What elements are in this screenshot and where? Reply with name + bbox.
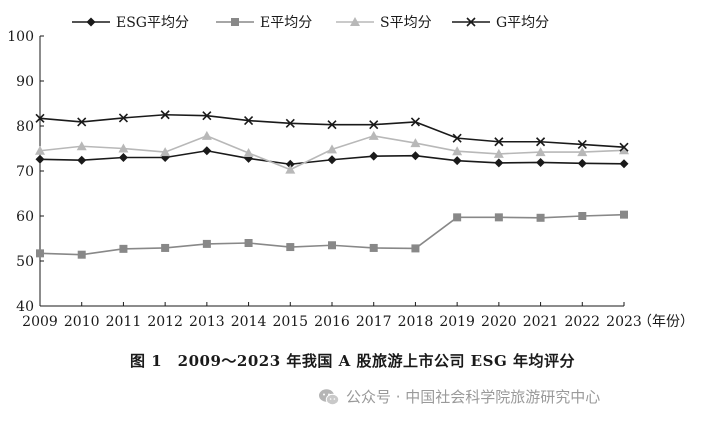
- data-point-0: [327, 155, 337, 165]
- data-point-0: [452, 156, 462, 166]
- legend-marker: [350, 17, 360, 26]
- data-point-0: [118, 153, 128, 162]
- data-point-0: [536, 157, 546, 167]
- x-tick-label: 2009: [22, 314, 58, 330]
- data-point-3: [35, 113, 45, 123]
- y-tick-label: 80: [16, 119, 34, 135]
- data-point-0: [577, 158, 587, 168]
- data-point-2: [368, 130, 379, 140]
- data-point-1: [411, 244, 420, 253]
- y-tick-label: 90: [16, 74, 34, 90]
- data-point-1: [620, 210, 628, 219]
- data-point-0: [35, 154, 45, 164]
- x-tick-label: 2011: [106, 314, 142, 330]
- data-point-3: [452, 133, 462, 143]
- data-point-3: [577, 139, 587, 150]
- data-point-3: [77, 117, 87, 127]
- data-point-0: [369, 151, 379, 161]
- data-point-1: [161, 243, 170, 252]
- data-point-0: [410, 151, 420, 161]
- data-point-3: [118, 113, 128, 123]
- data-point-2: [160, 147, 171, 157]
- data-point-3: [285, 118, 295, 128]
- data-point-3: [202, 111, 212, 121]
- legend-label: ESG平均分: [116, 15, 189, 31]
- x-tick-label: 2017: [356, 314, 392, 330]
- data-point-2: [118, 143, 129, 153]
- x-tick-label: 2021: [523, 314, 559, 330]
- data-point-3: [494, 137, 504, 147]
- data-point-2: [35, 145, 45, 155]
- x-tick-label: 2020: [481, 314, 517, 330]
- x-axis-unit-label: （年份）: [638, 314, 694, 330]
- data-point-3: [327, 120, 337, 130]
- legend-marker: [86, 17, 96, 27]
- data-point-0: [494, 158, 504, 168]
- x-tick-label: 2012: [147, 314, 183, 330]
- y-tick-label: 60: [16, 209, 34, 225]
- data-point-1: [453, 213, 462, 222]
- line-chart: 40 50 60 70 80 90 100 2009 2010 2011 2012 2013 2014 2…: [7, 15, 694, 330]
- data-point-2: [243, 148, 254, 157]
- legend-label: E平均分: [260, 15, 312, 31]
- x-tick-label: 2018: [398, 314, 434, 330]
- data-point-0: [619, 159, 629, 169]
- data-point-3: [244, 116, 254, 126]
- legend-label: S平均分: [380, 15, 432, 31]
- legend-marker: [466, 17, 476, 27]
- legend-label: G平均分: [496, 15, 549, 31]
- data-point-3: [619, 142, 629, 152]
- legend-marker: [231, 18, 239, 26]
- x-tick-label: 2015: [272, 314, 308, 330]
- y-tick-label: 50: [16, 254, 34, 270]
- data-point-3: [369, 120, 379, 130]
- x-tick-label: 2023: [606, 314, 642, 330]
- y-tick-label: 40: [16, 299, 34, 315]
- data-point-1: [36, 249, 44, 258]
- data-point-0: [202, 146, 212, 156]
- figure-caption: 图 1 2009～2023 年我国 A 股旅游上市公司 ESG 年均评分: [130, 352, 575, 370]
- data-point-3: [160, 110, 170, 120]
- data-point-2: [577, 147, 588, 157]
- data-point-2: [76, 141, 87, 151]
- data-point-1: [369, 243, 378, 252]
- data-point-0: [77, 155, 87, 165]
- x-tick-label: 2016: [314, 314, 350, 330]
- data-point-3: [410, 117, 420, 127]
- data-point-1: [119, 244, 128, 253]
- data-point-1: [578, 212, 587, 220]
- x-tick-label: 2010: [64, 314, 100, 330]
- watermark: 公众号 · 中国社会科学院旅游研究中心: [318, 386, 600, 407]
- watermark-text: 公众号 · 中国社会科学院旅游研究中心: [346, 388, 601, 406]
- x-tick-label: 2019: [439, 314, 475, 330]
- data-point-2: [327, 144, 337, 154]
- data-point-1: [494, 213, 503, 222]
- y-tick-label: 70: [16, 164, 34, 180]
- x-tick-label: 2013: [189, 314, 225, 330]
- data-point-2: [452, 146, 463, 156]
- x-tick-label: 2014: [231, 314, 267, 330]
- data-point-1: [328, 241, 336, 250]
- wechat-icon: [319, 388, 340, 405]
- data-point-3: [536, 137, 546, 147]
- data-point-2: [410, 138, 421, 148]
- data-point-1: [77, 250, 86, 259]
- data-point-2: [201, 130, 212, 140]
- data-point-1: [536, 213, 545, 222]
- data-point-1: [202, 239, 211, 248]
- series-line-3: [39, 113, 625, 148]
- data-point-1: [244, 239, 253, 247]
- data-point-0: [285, 159, 295, 169]
- data-point-2: [285, 164, 296, 174]
- data-point-2: [493, 148, 504, 158]
- y-tick-label: 100: [7, 29, 34, 45]
- data-point-2: [619, 145, 629, 155]
- x-tick-label: 2022: [564, 314, 600, 330]
- data-point-2: [535, 147, 546, 157]
- data-point-1: [286, 243, 295, 252]
